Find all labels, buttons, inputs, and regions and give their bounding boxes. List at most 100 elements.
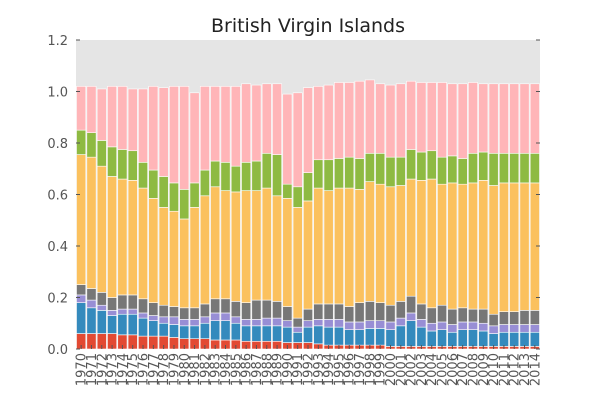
bar-segment-2007-2 bbox=[457, 321, 468, 330]
bar-segment-2009-1 bbox=[478, 330, 489, 347]
bar-segment-1986-6 bbox=[241, 83, 252, 163]
x-tick-label: 2010 bbox=[487, 353, 502, 386]
bar-segment-1990-6 bbox=[282, 93, 293, 185]
bar-segment-1975-5 bbox=[127, 150, 138, 181]
bar-segment-1974-4 bbox=[117, 178, 128, 296]
bar-segment-1995-6 bbox=[333, 82, 344, 159]
bar-segment-2005-2 bbox=[437, 321, 447, 330]
bar-segment-2001-3 bbox=[395, 301, 406, 319]
bar-segment-2010-5 bbox=[488, 153, 499, 186]
bar-segment-1979-3 bbox=[169, 306, 179, 318]
bar-segment-2008-6 bbox=[468, 82, 478, 154]
bar-segment-1981-3 bbox=[189, 307, 200, 320]
bar-stacks bbox=[76, 79, 540, 350]
x-tick-label: 1983 bbox=[209, 353, 224, 386]
bar-segment-1972-4 bbox=[96, 165, 107, 293]
x-tick-label: 2002 bbox=[405, 353, 420, 386]
bar-segment-1989-5 bbox=[272, 154, 283, 197]
bar-segment-1985-2 bbox=[230, 316, 241, 324]
bar-segment-2005-5 bbox=[437, 156, 447, 185]
bar-segment-1991-1 bbox=[292, 331, 303, 343]
bar-segment-1975-4 bbox=[127, 180, 138, 296]
x-tick-label: 2008 bbox=[466, 353, 481, 386]
bar-segment-1999-3 bbox=[375, 302, 386, 321]
bar-segment-1988-2 bbox=[261, 317, 272, 327]
bar-segment-1980-3 bbox=[179, 307, 190, 320]
bar-segment-1977-2 bbox=[148, 315, 159, 321]
bar-segment-2000-1 bbox=[385, 329, 396, 347]
bar-segment-1996-3 bbox=[344, 306, 355, 323]
bar-segment-2000-5 bbox=[385, 156, 396, 188]
bar-segment-1997-5 bbox=[354, 158, 365, 190]
bar-segment-1980-6 bbox=[179, 86, 190, 190]
x-tick-label: 2009 bbox=[477, 353, 492, 386]
y-tick-label: 0.8 bbox=[47, 137, 68, 152]
bar-segment-2004-6 bbox=[426, 82, 437, 152]
bar-segment-2006-5 bbox=[447, 155, 458, 184]
x-tick-label: 1973 bbox=[106, 353, 121, 386]
bar-segment-1984-5 bbox=[220, 162, 231, 191]
x-tick-label: 1988 bbox=[260, 353, 275, 386]
bar-segment-1980-2 bbox=[179, 319, 190, 327]
y-tick-label: 0.2 bbox=[47, 292, 68, 307]
bar-segment-1989-6 bbox=[272, 83, 283, 155]
x-tick-label: 2014 bbox=[528, 353, 543, 386]
x-tick-label: 1974 bbox=[116, 353, 131, 386]
bar-segment-2011-6 bbox=[498, 83, 509, 154]
bar-segment-1996-2 bbox=[344, 321, 355, 330]
x-tick-label: 1994 bbox=[322, 353, 337, 386]
bar-segment-1978-5 bbox=[158, 176, 169, 208]
x-tick-label: 1980 bbox=[178, 353, 193, 386]
bar-segment-2003-1 bbox=[416, 326, 427, 347]
bar-segment-1972-2 bbox=[96, 304, 107, 311]
bar-segment-2013-6 bbox=[519, 83, 530, 154]
bar-segment-2012-5 bbox=[509, 153, 520, 184]
bar-segment-1997-2 bbox=[354, 321, 365, 330]
bar-segment-1983-3 bbox=[210, 298, 221, 314]
bar-segment-1998-5 bbox=[364, 153, 375, 182]
bar-segment-2013-2 bbox=[519, 324, 530, 333]
bar-segment-1974-1 bbox=[117, 313, 128, 336]
bar-segment-1973-2 bbox=[107, 310, 118, 316]
bar-segment-1971-4 bbox=[86, 156, 97, 289]
bar-segment-1996-6 bbox=[344, 82, 355, 158]
x-tick-label: 1981 bbox=[188, 353, 203, 386]
y-axis: 0.0 0.2 0.4 0.6 0.8 1.0 1.2 bbox=[47, 34, 540, 358]
bar-segment-1982-6 bbox=[199, 86, 210, 171]
x-tick-label: 1971 bbox=[85, 353, 100, 386]
bar-segment-1973-1 bbox=[107, 315, 118, 334]
bar-segment-2013-3 bbox=[519, 310, 530, 325]
bar-segment-2005-1 bbox=[437, 329, 447, 347]
x-tick-label: 2001 bbox=[394, 353, 409, 386]
x-tick-label: 1977 bbox=[147, 353, 162, 386]
bar-segment-2001-5 bbox=[395, 156, 406, 186]
bar-segment-1976-3 bbox=[138, 298, 148, 314]
bar-segment-1980-1 bbox=[179, 325, 190, 340]
bar-segment-1980-5 bbox=[179, 189, 190, 220]
bar-segment-2012-6 bbox=[509, 83, 520, 154]
x-tick-label: 1997 bbox=[353, 353, 368, 386]
bar-segment-1979-6 bbox=[169, 86, 179, 184]
x-tick-label: 2000 bbox=[384, 353, 399, 386]
x-tick-label: 1979 bbox=[167, 353, 182, 386]
bar-segment-2010-6 bbox=[488, 83, 499, 154]
bar-segment-1970-6 bbox=[76, 86, 87, 131]
bar-segment-2006-4 bbox=[447, 182, 458, 310]
bar-segment-2001-1 bbox=[395, 325, 406, 347]
bar-segment-2005-6 bbox=[437, 82, 447, 158]
bar-segment-2012-3 bbox=[509, 311, 520, 325]
bar-segment-1985-5 bbox=[230, 165, 241, 193]
bar-segment-1993-3 bbox=[313, 303, 324, 320]
bar-segment-2012-4 bbox=[509, 182, 520, 312]
bar-segment-1995-5 bbox=[333, 158, 344, 189]
bar-segment-1984-2 bbox=[220, 312, 231, 321]
bar-segment-1975-2 bbox=[127, 308, 138, 315]
bar-segment-1971-1 bbox=[86, 307, 97, 334]
bar-segment-2004-1 bbox=[426, 330, 437, 347]
bar-segment-2006-1 bbox=[447, 331, 458, 347]
bar-segment-1974-6 bbox=[117, 86, 128, 150]
bar-segment-1985-4 bbox=[230, 191, 241, 302]
bar-segment-2010-3 bbox=[488, 313, 499, 327]
bar-segment-2008-1 bbox=[468, 329, 478, 347]
bar-segment-2004-5 bbox=[426, 150, 437, 180]
